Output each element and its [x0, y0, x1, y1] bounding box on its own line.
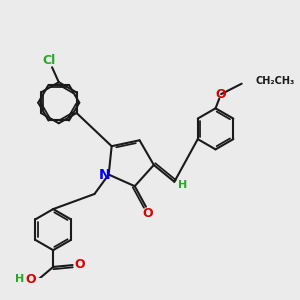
Text: O: O: [142, 207, 153, 220]
Text: H: H: [178, 180, 187, 190]
Text: O: O: [216, 88, 226, 100]
Text: N: N: [98, 168, 110, 182]
Text: CH₂CH₃: CH₂CH₃: [256, 76, 295, 86]
Text: Cl: Cl: [42, 54, 56, 67]
Text: H: H: [15, 274, 24, 284]
Text: O: O: [75, 258, 86, 271]
Text: O: O: [26, 273, 36, 286]
